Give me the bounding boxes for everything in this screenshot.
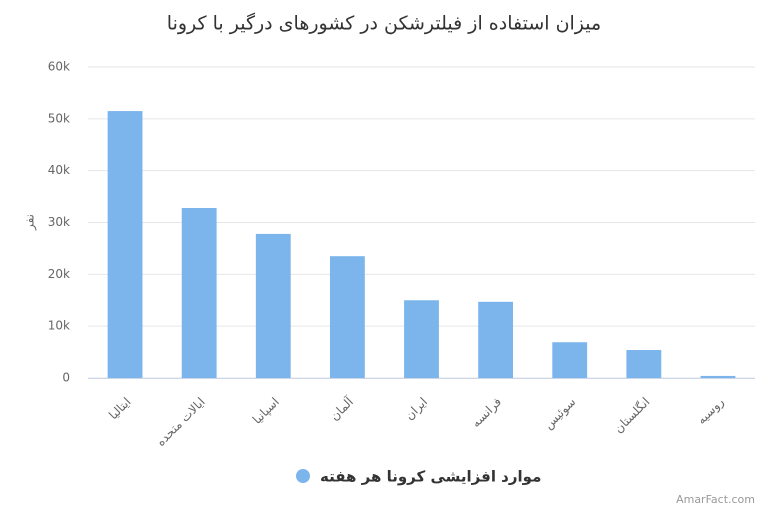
x-tick-label: روسیه <box>694 395 727 428</box>
x-tick-label: آلمان <box>327 394 357 424</box>
bar <box>404 300 439 378</box>
legend-label[interactable]: موارد افزایشی کرونا هر هفته <box>320 468 541 486</box>
bar <box>329 256 365 378</box>
bar <box>255 233 291 378</box>
y-tick-label: 50k <box>48 111 70 125</box>
x-tick-label: ایران <box>402 395 431 424</box>
bar <box>478 301 514 378</box>
legend-marker[interactable] <box>296 469 310 483</box>
y-tick-label: 0 <box>62 371 70 385</box>
bar <box>181 207 217 378</box>
y-tick-label: 10k <box>48 319 70 333</box>
x-tick-label: اسپانیا <box>250 395 282 427</box>
y-tick-label: 60k <box>48 60 70 74</box>
y-tick-label: 30k <box>48 215 70 229</box>
bar <box>552 342 588 378</box>
bar <box>107 111 143 378</box>
x-tick-label: ایالات متحده <box>154 395 208 449</box>
y-tick-label: 40k <box>48 163 70 177</box>
x-tick-label: فرانسه <box>469 395 505 431</box>
y-tick-label: 20k <box>48 267 70 281</box>
bar <box>626 350 662 378</box>
chart-title: میزان استفاده از فیلترشکن در کشورهای درگ… <box>167 12 601 35</box>
y-axis-label: نفر <box>23 214 38 231</box>
bar <box>700 375 736 378</box>
credit: AmarFact.com <box>676 493 755 506</box>
x-tick-label: ایتالیا <box>106 395 133 422</box>
x-tick-label: سوئیس <box>541 395 579 433</box>
x-tick-label: انگلستان <box>611 395 652 436</box>
